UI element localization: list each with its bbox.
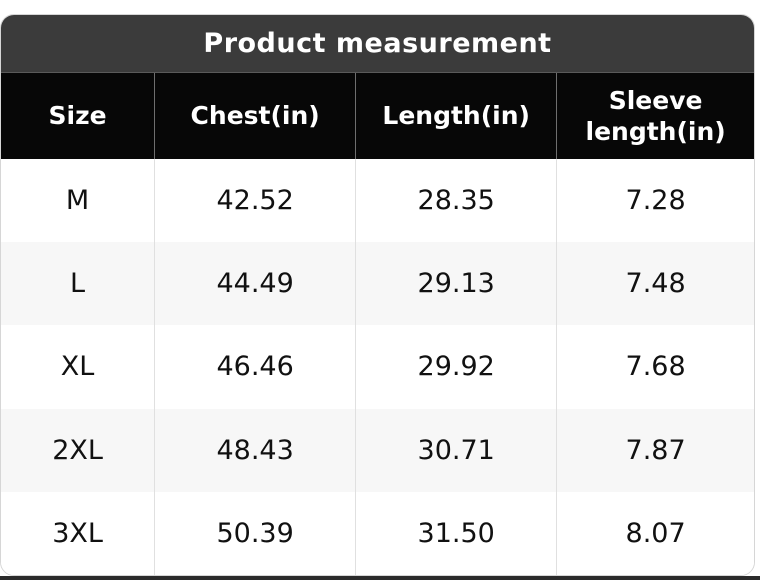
cell-length: 29.13 bbox=[355, 242, 557, 326]
cell-sleeve: 7.48 bbox=[556, 242, 754, 326]
card-title: Product measurement bbox=[203, 28, 552, 59]
cell-size: XL bbox=[60, 351, 95, 383]
header-row: Size Chest(in) Length(in) Sleeve length(… bbox=[1, 72, 754, 159]
cell-sleeve: 7.68 bbox=[556, 325, 754, 409]
table-row: L 44.49 29.13 7.48 bbox=[1, 242, 754, 326]
cell-size: M bbox=[65, 185, 90, 217]
column-header-size: Size bbox=[1, 72, 155, 159]
cell-chest: 42.52 bbox=[154, 159, 356, 243]
column-header-chest: Chest(in) bbox=[154, 72, 356, 159]
cell-sleeve: 7.87 bbox=[556, 408, 754, 492]
cell-size: 3XL bbox=[52, 517, 103, 549]
table-row: 2XL 48.43 30.71 7.87 bbox=[1, 408, 754, 492]
cell-chest: 46.46 bbox=[154, 325, 356, 409]
bottom-dark-strip bbox=[0, 576, 760, 580]
cell-chest: 44.49 bbox=[154, 242, 356, 326]
measurement-card: Product measurement Size Chest(in) Lengt… bbox=[0, 14, 755, 576]
table-row: XL 46.46 29.92 7.68 bbox=[1, 325, 754, 409]
cell-length: 30.71 bbox=[355, 408, 557, 492]
table-body: M 42.52 28.35 7.28 L 44.49 29.13 7.48 XL… bbox=[1, 159, 754, 575]
measurement-table: Size Chest(in) Length(in) Sleeve length(… bbox=[1, 72, 754, 575]
table-row: 3XL 50.39 31.50 8.07 bbox=[1, 491, 754, 575]
column-header-length: Length(in) bbox=[355, 72, 557, 159]
cell-size: L bbox=[70, 268, 86, 300]
cell-chest: 48.43 bbox=[154, 408, 356, 492]
cell-size: 2XL bbox=[52, 434, 103, 466]
cell-length: 29.92 bbox=[355, 325, 557, 409]
table-header: Size Chest(in) Length(in) Sleeve length(… bbox=[1, 72, 754, 159]
cell-chest: 50.39 bbox=[154, 491, 356, 575]
cell-length: 28.35 bbox=[355, 159, 557, 243]
table-row: M 42.52 28.35 7.28 bbox=[1, 159, 754, 243]
cell-sleeve: 8.07 bbox=[556, 491, 754, 575]
card-title-bar: Product measurement bbox=[1, 15, 754, 72]
cell-sleeve: 7.28 bbox=[556, 159, 754, 243]
cell-length: 31.50 bbox=[355, 491, 557, 575]
column-header-sleeve: Sleeve length(in) bbox=[556, 72, 754, 159]
